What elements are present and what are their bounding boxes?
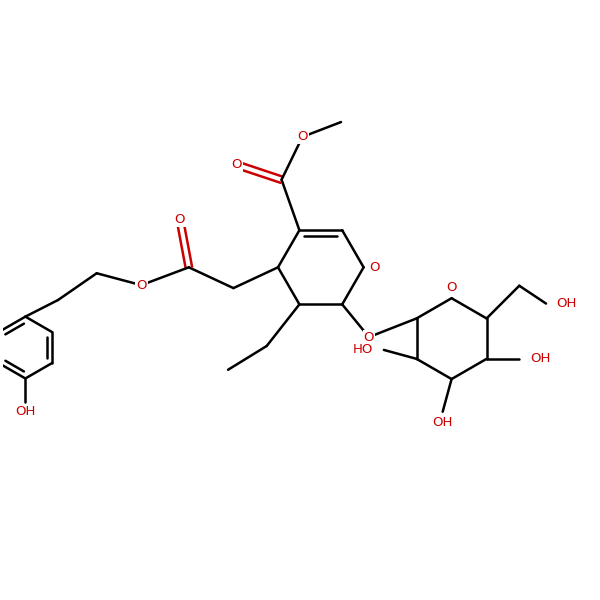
Text: OH: OH <box>433 416 453 429</box>
Text: O: O <box>446 281 457 294</box>
Text: HO: HO <box>353 343 373 356</box>
Text: O: O <box>369 261 380 274</box>
Text: O: O <box>297 130 308 143</box>
Text: OH: OH <box>557 297 577 310</box>
Text: O: O <box>232 158 242 172</box>
Text: O: O <box>175 213 185 226</box>
Text: O: O <box>364 331 374 344</box>
Text: OH: OH <box>15 404 35 418</box>
Text: O: O <box>136 278 146 292</box>
Text: OH: OH <box>530 352 550 365</box>
